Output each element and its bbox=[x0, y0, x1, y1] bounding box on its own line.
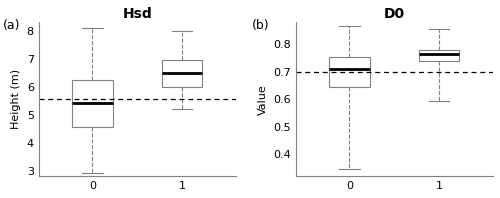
Title: Hsd: Hsd bbox=[122, 7, 152, 21]
PathPatch shape bbox=[330, 56, 370, 87]
Text: (b): (b) bbox=[252, 19, 270, 32]
PathPatch shape bbox=[419, 50, 460, 61]
PathPatch shape bbox=[162, 60, 202, 87]
PathPatch shape bbox=[72, 80, 112, 127]
Y-axis label: Height (m): Height (m) bbox=[11, 69, 21, 129]
Title: D0: D0 bbox=[384, 7, 405, 21]
Text: (a): (a) bbox=[3, 19, 20, 32]
Y-axis label: Value: Value bbox=[258, 84, 268, 114]
